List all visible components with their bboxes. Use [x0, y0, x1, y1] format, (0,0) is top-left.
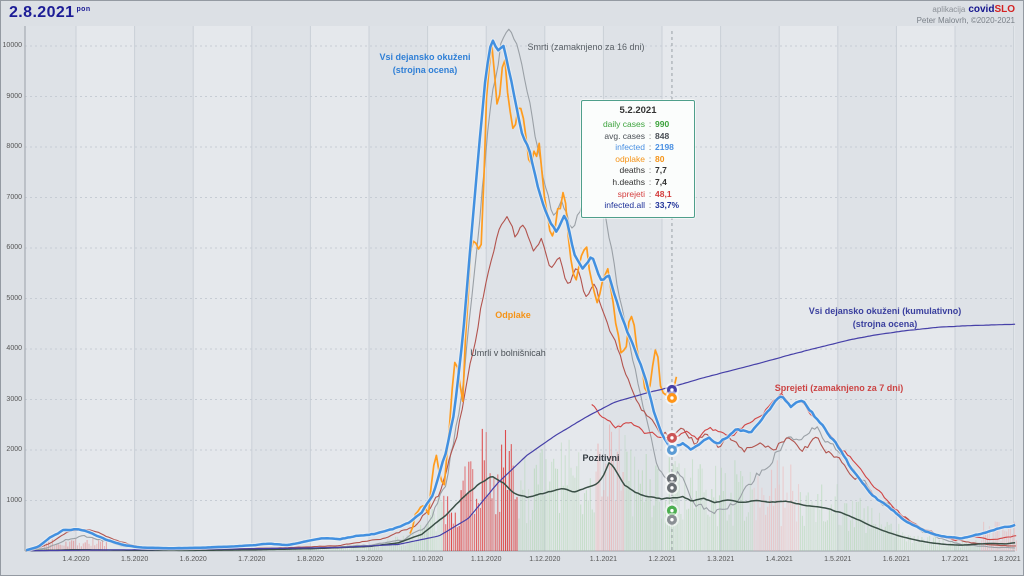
- tooltip-row-value: 990: [655, 119, 670, 129]
- app-name-slo: SLO: [994, 4, 1015, 15]
- y-axis-label: 4000: [6, 345, 22, 352]
- month-bands: [25, 26, 1015, 551]
- label-deaths-shifted: Smrti (zamaknjeno za 16 dni): [527, 42, 645, 52]
- label-wastewater: Odplake: [495, 310, 531, 320]
- tooltip-row-infected-all: infected.all:33,7%: [588, 200, 688, 212]
- data-tooltip: 5.2.2021 daily cases:990 avg. cases:848 in…: [581, 100, 695, 218]
- label-machine-estimate-infected: Vsi dejansko okuženi (strojna ocena): [379, 52, 471, 75]
- tooltip-row-daily-cases: daily cases:990: [588, 119, 688, 131]
- series-line-pozitivni: [26, 462, 1016, 552]
- author-credit: Peter Malovrh, ©2020-2021: [916, 16, 1015, 25]
- tooltip-row-value: 848: [655, 130, 670, 141]
- tooltip-row-h-deaths: h.deaths:7,4: [588, 177, 688, 189]
- x-axis-label: 1.7.2020: [238, 556, 266, 563]
- y-axis-label: 2000: [6, 446, 22, 453]
- x-axis-label: 1.6.2021: [882, 556, 911, 563]
- tooltip-row-value: 33,7%: [655, 200, 680, 211]
- tooltip-row-label: daily cases: [602, 119, 645, 129]
- x-axis-label: 1.8.2021: [993, 556, 1021, 563]
- tooltip-row-label: sprejeti: [617, 188, 645, 199]
- tooltip-row-colon: :: [648, 188, 652, 199]
- x-axis-label: 1.3.2021: [706, 556, 735, 563]
- tooltip-row-odplake: odplake:80: [588, 154, 688, 166]
- marker-infected[interactable]: [664, 443, 679, 457]
- tooltip-rows: daily cases:990 avg. cases:848 infected:21…: [588, 119, 688, 212]
- tooltip-row-label: h.deaths: [612, 176, 645, 187]
- app-title: aplikacija covidSLO: [917, 4, 1015, 15]
- series-line-odplake: [409, 43, 678, 534]
- y-axis-label: 7000: [6, 193, 22, 201]
- tooltip-row-label: odplake: [615, 153, 645, 164]
- x-axis-label: 1.9.2020: [355, 556, 383, 563]
- tooltip-row-label: deaths: [619, 165, 645, 176]
- tooltip-row-label: infected: [615, 142, 645, 153]
- x-axis-label: 1.4.2021: [765, 556, 793, 563]
- x-axis-label: 1.5.2021: [824, 556, 852, 563]
- tooltip-row-sprejeti: sprejeti:48,1: [588, 189, 688, 201]
- label-positive: Pozitivni: [582, 453, 620, 463]
- label-hospital-deaths: Umrli v bolnišnicah: [470, 348, 546, 358]
- x-axis-label: 1.11.2020: [470, 556, 502, 563]
- y-axis-label: 9000: [6, 92, 22, 100]
- app-title-prefix: aplikacija: [932, 5, 966, 14]
- app-credits: aplikacija covidSLO Peter Malovrh, ©2020-…: [917, 4, 1015, 26]
- marker-h-deaths[interactable]: [664, 480, 679, 495]
- label-cumulative-infected: Vsi dejansko okuženi (kumulativno) (stroj…: [808, 306, 962, 329]
- tooltip-row-value: 7,4: [655, 176, 667, 187]
- y-axis-label: 6000: [6, 244, 22, 251]
- y-axis-label: 5000: [6, 294, 22, 302]
- tooltip-row-colon: :: [648, 176, 652, 187]
- series-line-vsi_okuzeni: [25, 39, 1016, 552]
- tooltip-row-label: infected.all: [604, 200, 645, 211]
- x-axis-label: 1.8.2020: [296, 556, 325, 563]
- cursor-markers: [664, 382, 679, 527]
- y-axis-label: 10000: [2, 42, 22, 49]
- marker-odplake[interactable]: [664, 390, 679, 405]
- tooltip-row-avg-cases: avg. cases:848: [588, 131, 688, 143]
- x-axis-label: 1.10.2020: [412, 556, 444, 563]
- tooltip-row-colon: :: [648, 119, 652, 129]
- current-date-value: 2.8.2021: [9, 4, 75, 21]
- tooltip-row-value: 80: [655, 153, 665, 164]
- label-admitted-shifted: Sprejeti (zamaknjeno za 7 dni): [774, 383, 904, 393]
- current-date: 2.8.2021 pon: [9, 4, 91, 22]
- x-axis-label: 1.12.2020: [529, 556, 561, 563]
- tooltip-row-colon: :: [648, 142, 652, 153]
- marker-avg-cases[interactable]: [664, 512, 679, 527]
- x-axis-label: 1.1.2021: [589, 556, 618, 563]
- tooltip-row-value: 48,1: [655, 188, 672, 199]
- x-axis-label: 1.7.2021: [941, 556, 969, 563]
- y-axis-label: 8000: [6, 143, 22, 150]
- marker-sprejeti[interactable]: [664, 430, 679, 445]
- current-weekday: pon: [76, 5, 91, 13]
- tooltip-row-label: avg. cases: [604, 130, 645, 141]
- tooltip-row-infected: infected:2198: [588, 142, 688, 154]
- y-axis-label: 3000: [6, 395, 22, 403]
- x-axis-label: 1.2.2021: [648, 556, 676, 563]
- tooltip-row-value: 7,7: [655, 165, 667, 176]
- value-gridlines: [25, 45, 1015, 501]
- tooltip-row-colon: :: [648, 165, 652, 176]
- tooltip-row-deaths: deaths:7,7: [588, 165, 688, 177]
- tooltip-row-colon: :: [648, 153, 652, 164]
- x-axis-label: 1.6.2020: [179, 556, 207, 563]
- tooltip-row-colon: :: [648, 130, 652, 141]
- tooltip-row-value: 2198: [655, 142, 674, 153]
- tooltip-date: 5.2.2021: [619, 105, 657, 116]
- y-axis-label: 1000: [6, 496, 22, 504]
- x-axis-label: 1.4.2020: [62, 556, 90, 563]
- app-name-covid: covid: [968, 4, 995, 15]
- x-axis-label: 1.5.2020: [120, 556, 149, 563]
- tooltip-row-colon: :: [648, 200, 652, 211]
